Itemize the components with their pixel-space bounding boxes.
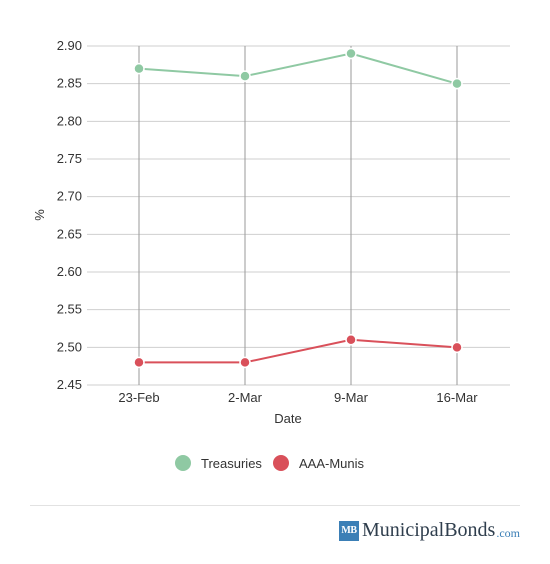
- data-point[interactable]: [133, 356, 145, 369]
- y-tick-label: 2.65: [57, 226, 82, 241]
- data-point[interactable]: [133, 62, 145, 75]
- data-point[interactable]: [345, 47, 357, 60]
- y-tick-label: 2.50: [57, 339, 82, 354]
- legend-label: Treasuries: [201, 456, 262, 471]
- data-point[interactable]: [239, 356, 251, 369]
- x-tick-label: 23-Feb: [118, 390, 159, 405]
- data-point[interactable]: [239, 70, 251, 82]
- y-tick-label: 2.60: [57, 264, 82, 279]
- legend-marker: [175, 455, 191, 471]
- y-tick-label: 2.70: [57, 189, 82, 204]
- x-tick-label: 2-Mar: [228, 390, 263, 405]
- x-tick-label: 16-Mar: [436, 390, 478, 405]
- brand-logo-badge: MB: [338, 520, 359, 541]
- brand-logo[interactable]: MB MunicipalBonds .com: [338, 519, 520, 542]
- y-tick-label: 2.45: [57, 377, 82, 392]
- x-axis-label: Date: [274, 411, 301, 426]
- y-tick-label: 2.80: [57, 113, 82, 128]
- legend-marker: [273, 455, 289, 471]
- brand-name: MunicipalBonds: [361, 519, 496, 541]
- legend-label: AAA-Munis: [299, 456, 365, 471]
- y-tick-label: 2.90: [57, 38, 82, 53]
- data-point[interactable]: [451, 341, 463, 354]
- x-tick-label: 9-Mar: [334, 390, 369, 405]
- brand-tld: .com: [496, 525, 520, 540]
- series-line-0: [138, 52, 458, 85]
- footer-divider: [30, 505, 520, 506]
- y-tick-label: 2.55: [57, 302, 82, 317]
- y-tick-label: 2.85: [57, 76, 82, 91]
- legend-item[interactable]: Treasuries: [175, 455, 262, 471]
- series-line-1: [139, 338, 458, 364]
- legend-item[interactable]: AAA-Munis: [273, 455, 365, 471]
- y-tick-label: 2.75: [57, 151, 82, 166]
- data-point[interactable]: [451, 77, 463, 90]
- y-axis-label: %: [32, 209, 47, 221]
- data-point[interactable]: [345, 334, 357, 346]
